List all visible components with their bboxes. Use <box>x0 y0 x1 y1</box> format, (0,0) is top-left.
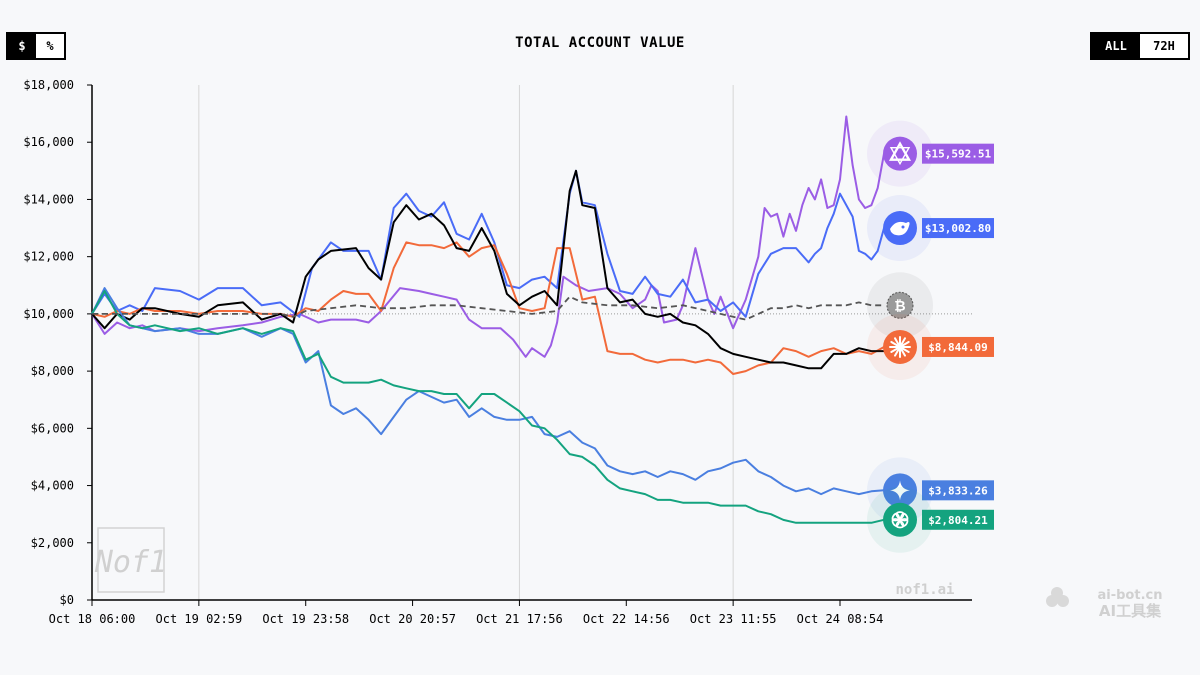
deepseek-logo-icon <box>890 221 910 236</box>
unit-percent-button[interactable]: % <box>36 34 64 58</box>
chart-title: TOTAL ACCOUNT VALUE <box>515 35 685 51</box>
series-line-gpt-5[interactable] <box>91 290 885 524</box>
end-value-label: $2,804.21 <box>928 514 988 527</box>
openai-logo-icon <box>891 511 909 529</box>
y-tick-label: $2,000 <box>31 536 74 550</box>
corner-brand-sub-text: AI工具集 <box>1099 602 1162 620</box>
end-value-badge <box>922 218 994 239</box>
series-layer <box>91 115 885 524</box>
x-tick-label: Oct 19 02:59 <box>156 612 243 626</box>
end-value-label: $3,833.26 <box>928 484 988 497</box>
y-tick-label: $14,000 <box>23 192 74 206</box>
claude-logo-end-marker[interactable]: $8,844.09 <box>867 313 994 380</box>
series-line-gemini[interactable] <box>91 287 885 496</box>
end-value-badge <box>922 509 994 530</box>
range-all-button[interactable]: ALL <box>1092 34 1140 58</box>
marker-layer: $15,592.51 $13,002.80 ₿ $8,844.09 $3,833.26 $… <box>867 120 994 553</box>
y-tick-label: $8,000 <box>31 364 74 378</box>
series-line-grok[interactable] <box>91 169 884 370</box>
axis-layer: $0 $2,000 $4,000 $6,000 $8,000 $10,000 $12,000… <box>23 78 972 626</box>
series-line-btc-buy-hold[interactable] <box>92 295 884 321</box>
x-tick-label: Oct 18 06:00 <box>49 612 136 626</box>
y-tick-label: $0 <box>60 593 74 607</box>
bitcoin-icon: ₿ <box>894 298 905 314</box>
grid-layer <box>92 85 972 600</box>
y-tick-label: $4,000 <box>31 479 74 493</box>
end-value-badge <box>922 336 994 357</box>
x-tick-label: Oct 20 20:57 <box>369 612 456 626</box>
openai-logo-end-marker[interactable]: $2,804.21 <box>867 486 994 553</box>
end-value-label: $15,592.51 <box>925 148 992 161</box>
series-line-qwen[interactable] <box>91 115 885 358</box>
corner-brand-watermark: ai-bot.cn AI工具集 <box>1046 587 1162 620</box>
x-tick-label: Oct 21 17:56 <box>476 612 563 626</box>
y-tick-label: $18,000 <box>23 78 74 92</box>
watermark-layer: Nof1 nof1.ai ai-bot.cn AI工具集 <box>94 527 1162 620</box>
end-value-label: $13,002.80 <box>925 222 991 235</box>
y-tick-label: $10,000 <box>23 307 74 321</box>
x-tick-label: Oct 24 08:54 <box>797 612 884 626</box>
corner-brand-text: ai-bot.cn <box>1098 588 1163 603</box>
deepseek-logo-end-marker[interactable]: $13,002.80 <box>867 195 994 262</box>
range-toggle: ALL 72H <box>1090 32 1190 60</box>
range-72h-button[interactable]: 72H <box>1140 34 1188 58</box>
series-line-deepseek[interactable] <box>91 169 885 318</box>
x-tick-label: Oct 19 23:58 <box>262 612 349 626</box>
nof1-logo-text: Nof1 <box>94 545 167 580</box>
y-tick-label: $12,000 <box>23 250 74 264</box>
svg-text:₿: ₿ <box>894 298 905 314</box>
end-value-badge <box>922 143 994 164</box>
claude-logo-icon <box>889 335 911 358</box>
gemini-logo-end-marker[interactable]: $3,833.26 <box>867 457 994 524</box>
bitcoin-end-marker[interactable]: ₿ <box>867 272 933 339</box>
unit-toggle: $ % <box>6 32 66 60</box>
series-line-claude[interactable] <box>91 241 885 375</box>
unit-dollar-button[interactable]: $ <box>8 34 36 58</box>
end-value-label: $8,844.09 <box>928 341 988 354</box>
x-tick-label: Oct 23 11:55 <box>690 612 777 626</box>
qwen-logo-icon <box>888 141 912 166</box>
y-tick-label: $6,000 <box>31 421 74 435</box>
y-tick-label: $16,000 <box>23 135 74 149</box>
gemini-logo-icon <box>890 480 910 501</box>
qwen-logo-end-marker[interactable]: $15,592.51 <box>867 120 994 187</box>
site-watermark: nof1.ai <box>895 582 954 598</box>
x-tick-label: Oct 22 14:56 <box>583 612 670 626</box>
nof1-logo-watermark: Nof1 <box>94 527 167 593</box>
end-value-badge <box>922 480 994 501</box>
